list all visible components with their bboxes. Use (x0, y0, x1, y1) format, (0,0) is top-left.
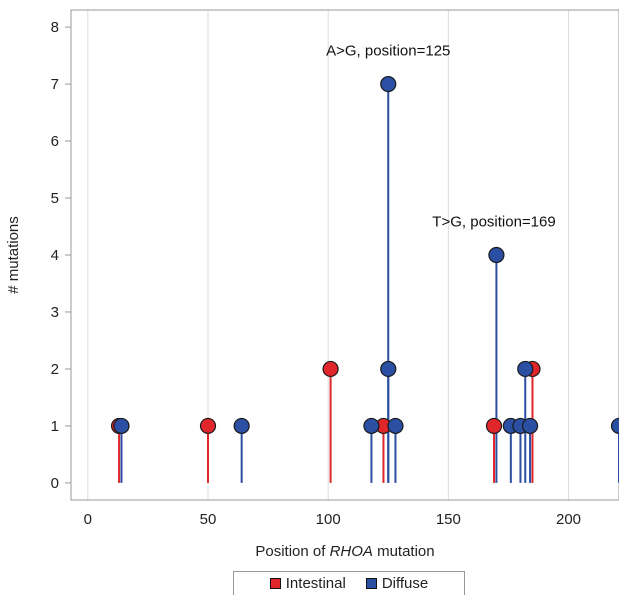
annotation-label: T>G, position=169 (432, 214, 555, 231)
x-tick-label: 100 (316, 511, 341, 528)
y-tick-label: 6 (51, 133, 59, 150)
legend-swatch-intestinal (269, 578, 281, 589)
annotations: A>G, position=125 T>G, position=169 (326, 43, 556, 231)
point-diffuse (380, 360, 397, 378)
y-tick-label: 4 (51, 247, 59, 264)
point-diffuse (363, 417, 380, 435)
legend-label-intestinal: Intestinal (285, 575, 346, 592)
x-axis: 0 50 100 150 200 (84, 511, 581, 528)
x-tick-label: 0 (84, 511, 92, 528)
y-tick-label: 3 (51, 304, 59, 321)
point-diffuse (521, 417, 539, 435)
y-tick-label: 8 (51, 19, 59, 36)
point-diffuse (233, 417, 250, 435)
legend-label-diffuse: Diffuse (381, 575, 429, 592)
point-intestinal (485, 417, 503, 435)
x-axis-title-gene: RHOA (330, 543, 373, 560)
y-tick-label: 2 (51, 361, 59, 378)
x-axis-title: Position of RHOA mutation (255, 543, 434, 560)
y-axis-title: # mutations (5, 216, 22, 294)
lollipop-points (110, 75, 619, 435)
point-diffuse (380, 75, 397, 93)
y-tick-label: 7 (51, 76, 59, 93)
x-axis-title-suffix: mutation (373, 543, 435, 560)
legend: Intestinal Diffuse (233, 571, 465, 595)
point-diffuse (113, 417, 130, 435)
point-intestinal (322, 360, 339, 378)
x-tick-label: 150 (436, 511, 461, 528)
point-diffuse (610, 417, 619, 435)
point-diffuse (488, 246, 505, 264)
legend-item-intestinal: Intestinal (269, 575, 346, 592)
point-diffuse (517, 360, 534, 378)
y-tick-label: 5 (51, 190, 59, 207)
x-tick-label: 200 (556, 511, 581, 528)
legend-item-diffuse: Diffuse (365, 575, 429, 592)
point-diffuse (387, 417, 404, 435)
y-tick-label: 1 (51, 418, 59, 435)
y-axis: 0 1 2 3 4 5 6 7 8 (51, 19, 71, 492)
legend-swatch-diffuse (365, 578, 377, 589)
y-tick-label: 0 (51, 475, 59, 492)
x-tick-label: 50 (200, 511, 217, 528)
point-intestinal (199, 417, 217, 435)
x-axis-title-prefix: Position of (255, 543, 329, 560)
annotation-label: A>G, position=125 (326, 43, 450, 60)
